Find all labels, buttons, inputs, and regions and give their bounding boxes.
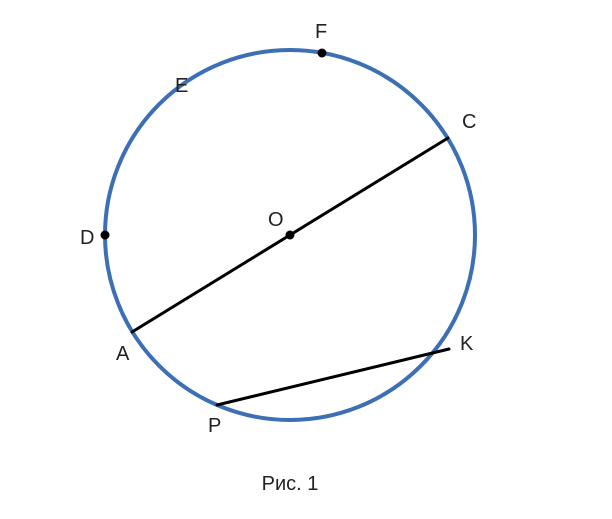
point-label-k: K — [460, 333, 474, 355]
point-label-e: E — [175, 75, 188, 97]
background — [0, 0, 612, 519]
point-label-f: F — [315, 21, 327, 43]
point-dot-d — [101, 231, 110, 240]
point-label-c: C — [462, 111, 476, 133]
point-dot-f — [318, 49, 327, 58]
point-label-d: D — [80, 227, 94, 249]
point-dot-o — [286, 231, 295, 240]
figure-caption: Рис. 1 — [262, 473, 319, 495]
point-label-a: A — [116, 343, 130, 365]
point-label-o: O — [268, 209, 284, 231]
point-label-p: P — [208, 415, 221, 437]
